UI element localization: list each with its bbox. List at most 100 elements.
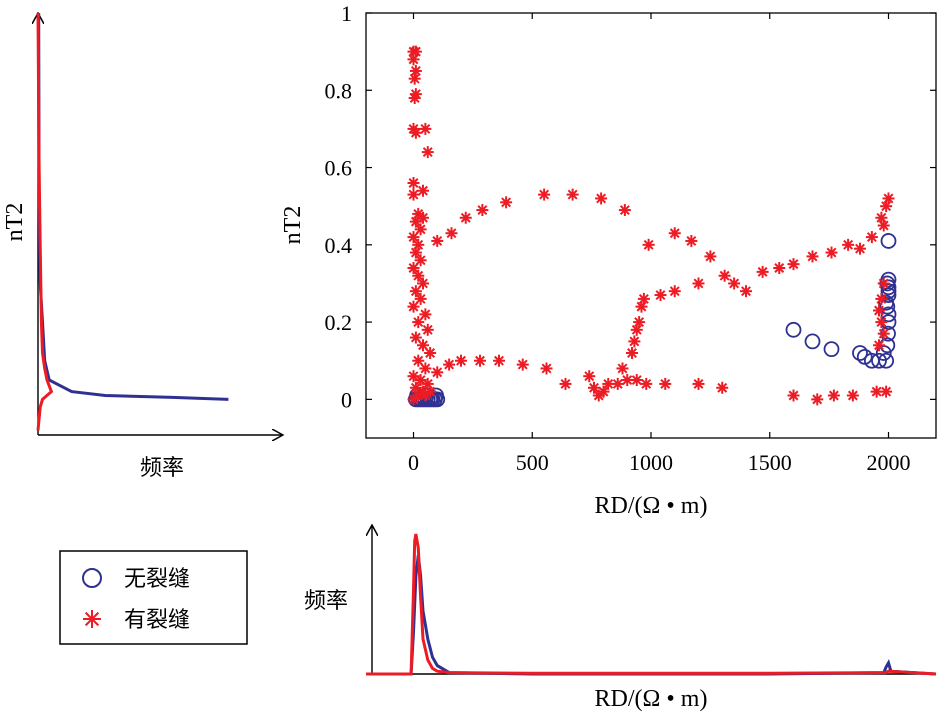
- data-point-fracture: [566, 188, 579, 201]
- data-point-no-fracture: [880, 233, 897, 249]
- data-point-fracture: [414, 292, 427, 305]
- main-x-axis-label: RD/(Ω • m): [595, 493, 708, 519]
- main-y-ticks: 0 0.2 0.4 0.6 0.8 1: [325, 1, 936, 412]
- data-point-fracture: [692, 277, 705, 290]
- data-point-fracture: [842, 238, 855, 251]
- main-y-axis-label: nT2: [280, 206, 306, 245]
- data-point-fracture: [409, 331, 422, 344]
- data-point-fracture: [875, 292, 888, 305]
- data-point-fracture: [443, 358, 456, 371]
- data-point-fracture: [424, 347, 437, 359]
- data-point-fracture: [583, 370, 596, 383]
- series-no-fracture: [407, 233, 897, 408]
- data-point-fracture: [865, 231, 878, 244]
- data-point-fracture: [628, 335, 641, 348]
- data-point-no-fracture: [823, 341, 840, 358]
- data-point-fracture: [419, 389, 432, 402]
- data-point-fracture: [412, 354, 425, 367]
- x-tick-label: 1500: [748, 450, 792, 475]
- data-point-fracture: [728, 277, 741, 290]
- data-point-fracture: [476, 204, 489, 217]
- y-tick-label: 0.8: [325, 78, 353, 103]
- data-point-fracture: [414, 254, 427, 267]
- data-point-fracture: [704, 250, 717, 263]
- data-point-fracture: [873, 304, 885, 317]
- legend-box: [59, 550, 248, 645]
- data-point-fracture: [668, 285, 681, 298]
- data-point-fracture: [877, 327, 890, 340]
- main-scatter-panel: 0 500 1000 1500 2000 0 0.2 0.4 0.6 0.8 1 RD/(Ω • …: [280, 1, 937, 519]
- data-point-fracture: [421, 146, 434, 159]
- x-tick-label: 500: [516, 450, 549, 475]
- data-point-fracture: [668, 227, 681, 240]
- x-tick-label: 0: [408, 450, 419, 475]
- data-point-fracture: [654, 289, 667, 302]
- legend-label-no-fracture: 无裂缝: [124, 567, 190, 592]
- data-point-fracture: [409, 64, 422, 77]
- data-point-fracture: [419, 122, 432, 135]
- bottom-no-fracture-curve: [366, 554, 937, 676]
- data-point-fracture: [417, 184, 429, 197]
- data-point-fracture: [773, 262, 786, 274]
- data-point-fracture: [516, 358, 529, 371]
- data-point-fracture: [637, 292, 650, 305]
- main-plot-frame: [365, 12, 937, 439]
- data-point-fracture: [806, 250, 819, 263]
- data-point-fracture: [873, 339, 885, 352]
- data-point-fracture: [431, 234, 444, 247]
- data-point-no-fracture: [804, 333, 821, 350]
- y-tick-label: 0.2: [325, 310, 353, 335]
- main-x-ticks: 0 500 1000 1500 2000: [408, 13, 911, 475]
- data-point-fracture: [421, 323, 434, 336]
- data-point-fracture: [618, 204, 631, 217]
- data-point-fracture: [431, 366, 444, 379]
- data-point-fracture: [630, 374, 643, 387]
- left-x-axis-label: 频率: [140, 456, 184, 481]
- data-point-fracture: [538, 188, 551, 201]
- data-point-fracture: [716, 381, 729, 394]
- legend: 无裂缝 有裂缝: [59, 550, 248, 645]
- data-point-no-fracture: [880, 271, 897, 288]
- data-point-fracture: [409, 215, 422, 228]
- data-point-no-fracture: [878, 352, 895, 369]
- legend-label-fracture: 有裂缝: [124, 608, 190, 633]
- y-tick-label: 1: [341, 1, 352, 26]
- data-point-fracture: [787, 258, 800, 271]
- data-point-fracture: [417, 339, 429, 352]
- data-point-fracture: [407, 188, 420, 201]
- data-point-fracture: [621, 374, 634, 387]
- data-point-fracture: [602, 377, 615, 390]
- data-point-fracture: [787, 389, 800, 402]
- data-point-fracture: [445, 227, 458, 240]
- data-point-fracture: [827, 389, 840, 402]
- data-point-fracture: [455, 354, 467, 367]
- data-point-fracture: [611, 377, 624, 390]
- data-point-fracture: [419, 362, 432, 375]
- data-point-fracture: [408, 92, 421, 104]
- data-point-fracture: [407, 53, 420, 66]
- data-point-fracture: [659, 377, 672, 390]
- data-point-fracture: [559, 377, 572, 390]
- data-point-fracture: [412, 316, 425, 329]
- x-tick-label: 1000: [629, 450, 673, 475]
- data-point-no-fracture: [852, 345, 868, 361]
- y-tick-label: 0.4: [325, 233, 353, 258]
- data-point-fracture: [626, 347, 638, 359]
- data-point-fracture: [846, 389, 859, 402]
- left-marginal-panel: nT2 频率: [2, 13, 282, 481]
- data-point-fracture: [417, 277, 429, 290]
- left-y-axis-label: nT2: [2, 203, 28, 242]
- data-point-fracture: [740, 285, 752, 298]
- bottom-fracture-curve: [366, 533, 937, 676]
- data-point-fracture: [877, 219, 890, 232]
- bottom-marginal-panel: 频率 RD/(Ω • m): [304, 526, 937, 712]
- data-point-fracture: [500, 196, 513, 209]
- data-point-fracture: [640, 377, 653, 390]
- data-point-fracture: [718, 269, 731, 282]
- data-point-fracture: [493, 354, 505, 367]
- data-point-fracture: [685, 234, 698, 247]
- data-point-fracture: [407, 177, 420, 189]
- data-point-fracture: [407, 393, 420, 406]
- y-tick-label: 0: [341, 387, 352, 412]
